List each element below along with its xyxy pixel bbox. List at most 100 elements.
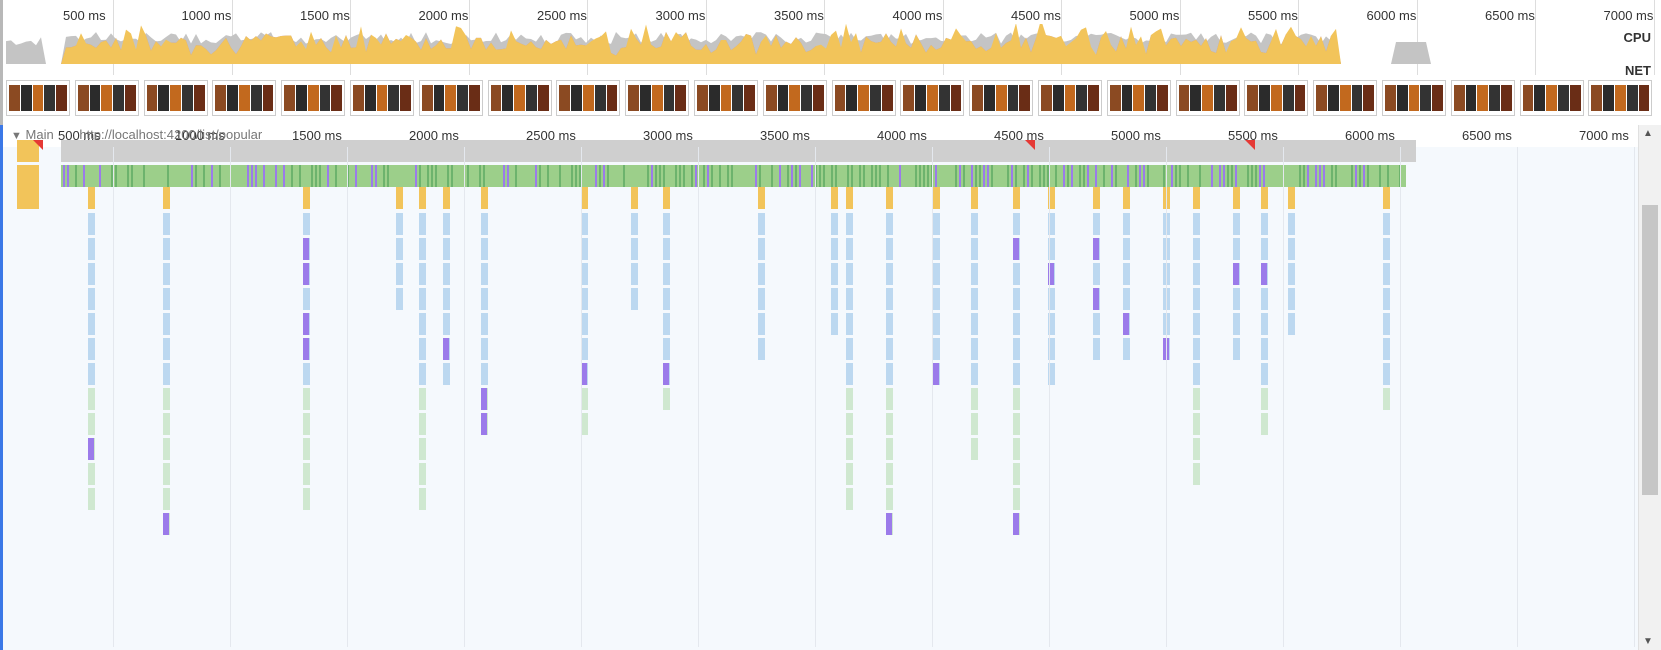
screenshot-frame[interactable] xyxy=(1244,80,1309,116)
flame-event[interactable] xyxy=(211,165,213,187)
screenshot-frame[interactable] xyxy=(1588,80,1653,116)
flame-event[interactable] xyxy=(1261,288,1268,310)
scroll-down-arrow-icon[interactable]: ▼ xyxy=(1643,636,1653,647)
flame-event[interactable] xyxy=(1199,165,1201,187)
flame-event[interactable] xyxy=(1351,165,1353,187)
flame-event[interactable] xyxy=(539,165,541,187)
flame-event[interactable] xyxy=(1193,463,1200,485)
flame-event[interactable] xyxy=(886,513,892,535)
flame-event[interactable] xyxy=(1093,338,1100,360)
flame-event[interactable] xyxy=(707,165,709,187)
flame-event[interactable] xyxy=(419,338,426,360)
flame-event[interactable] xyxy=(419,288,426,310)
flame-event[interactable] xyxy=(1171,165,1173,187)
flame-event[interactable] xyxy=(759,165,761,187)
flame-event[interactable] xyxy=(419,313,426,335)
flame-event[interactable] xyxy=(99,165,101,187)
screenshot-frame[interactable] xyxy=(6,80,70,116)
flame-event[interactable] xyxy=(131,165,133,187)
flame-event[interactable] xyxy=(1163,165,1165,187)
flame-event[interactable] xyxy=(1013,463,1020,485)
flame-event[interactable] xyxy=(383,165,385,187)
flame-event[interactable] xyxy=(1315,165,1317,187)
flame-event[interactable] xyxy=(663,338,670,360)
flame-event[interactable] xyxy=(1387,165,1389,187)
flame-event[interactable] xyxy=(1179,165,1181,187)
flame-event[interactable] xyxy=(831,313,838,335)
flame-event[interactable] xyxy=(419,238,426,260)
flame-event[interactable] xyxy=(1251,165,1253,187)
flame-event[interactable] xyxy=(1093,213,1100,235)
flame-event[interactable] xyxy=(1013,363,1020,385)
flame-event[interactable] xyxy=(933,238,940,260)
flame-event[interactable] xyxy=(1193,263,1200,285)
flame-event[interactable] xyxy=(595,165,597,187)
flame-event[interactable] xyxy=(581,388,588,410)
flame-event[interactable] xyxy=(987,165,989,187)
flame-event[interactable] xyxy=(727,165,729,187)
flame-event[interactable] xyxy=(311,165,313,187)
screenshot-frame[interactable] xyxy=(212,80,277,116)
flame-event[interactable] xyxy=(581,363,587,385)
flame-event[interactable] xyxy=(1379,165,1381,187)
flame-event[interactable] xyxy=(387,165,389,187)
flame-event[interactable] xyxy=(663,213,670,235)
flame-event[interactable] xyxy=(1319,165,1321,187)
flame-event[interactable] xyxy=(795,165,797,187)
flame-event[interactable] xyxy=(663,388,670,410)
flame-event[interactable] xyxy=(1087,165,1089,187)
flame-event[interactable] xyxy=(1127,165,1129,187)
flame-event[interactable] xyxy=(1235,165,1237,187)
flame-event[interactable] xyxy=(1261,238,1268,260)
flame-event[interactable] xyxy=(1007,165,1009,187)
flame-event[interactable] xyxy=(163,263,170,285)
flame-event[interactable] xyxy=(1331,165,1333,187)
flame-event[interactable] xyxy=(846,388,853,410)
flame-event[interactable] xyxy=(1193,363,1200,385)
flame-event[interactable] xyxy=(886,363,893,385)
flame-event[interactable] xyxy=(419,413,426,435)
flame-event[interactable] xyxy=(1048,187,1055,209)
flame-event[interactable] xyxy=(1383,363,1390,385)
flame-event[interactable] xyxy=(1255,165,1257,187)
flame-event[interactable] xyxy=(1115,165,1117,187)
flame-event[interactable] xyxy=(663,263,670,285)
flame-event[interactable] xyxy=(1013,313,1020,335)
flame-event[interactable] xyxy=(1193,413,1200,435)
flame-event[interactable] xyxy=(831,288,838,310)
screenshot-frame[interactable] xyxy=(418,80,483,116)
flame-event[interactable] xyxy=(1013,263,1020,285)
flame-event[interactable] xyxy=(719,165,721,187)
flame-event[interactable] xyxy=(731,165,733,187)
flame-event[interactable] xyxy=(971,363,978,385)
flame-event[interactable] xyxy=(1013,388,1020,410)
flame-event[interactable] xyxy=(935,165,937,187)
flame-event[interactable] xyxy=(703,165,705,187)
flame-event[interactable] xyxy=(823,165,825,187)
flame-event[interactable] xyxy=(831,213,838,235)
flame-event[interactable] xyxy=(971,165,973,187)
flame-event[interactable] xyxy=(219,165,221,187)
flame-event[interactable] xyxy=(1288,288,1295,310)
flame-event[interactable] xyxy=(431,165,433,187)
flame-event[interactable] xyxy=(88,263,95,285)
flame-event[interactable] xyxy=(503,165,505,187)
flame-event[interactable] xyxy=(163,488,170,510)
flame-event[interactable] xyxy=(971,413,978,435)
flame-event[interactable] xyxy=(419,187,426,209)
flame-event[interactable] xyxy=(1043,165,1045,187)
screenshot-frame[interactable] xyxy=(900,80,965,116)
flame-event[interactable] xyxy=(535,165,537,187)
flame-event[interactable] xyxy=(933,213,940,235)
flame-event[interactable] xyxy=(571,165,573,187)
triangle-down-icon[interactable]: ▼ xyxy=(11,130,22,142)
flame-event[interactable] xyxy=(581,187,588,209)
flame-event[interactable] xyxy=(1123,263,1130,285)
flame-event[interactable] xyxy=(835,165,837,187)
flame-event[interactable] xyxy=(61,140,1416,162)
flame-event[interactable] xyxy=(355,165,357,187)
flame-event[interactable] xyxy=(846,213,853,235)
flame-event[interactable] xyxy=(1335,165,1337,187)
flame-event[interactable] xyxy=(1193,213,1200,235)
flame-event[interactable] xyxy=(631,238,638,260)
